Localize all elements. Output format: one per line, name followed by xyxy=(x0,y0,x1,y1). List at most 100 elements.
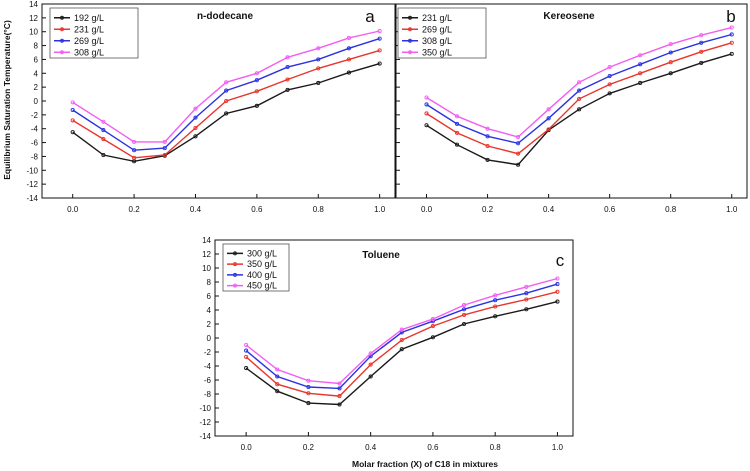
y-tick-label: 0 xyxy=(34,97,39,106)
y-tick-label: 2 xyxy=(207,320,212,329)
x-tick-label: 0.6 xyxy=(251,205,263,214)
y-tick-label: -4 xyxy=(31,125,39,134)
data-point xyxy=(101,152,106,158)
data-point xyxy=(193,134,198,139)
data-point xyxy=(399,327,404,332)
data-point xyxy=(546,116,551,121)
data-point xyxy=(70,100,75,105)
data-point xyxy=(524,307,529,312)
x-tick-label: 0.4 xyxy=(365,443,377,452)
data-point xyxy=(424,123,429,128)
data-point xyxy=(254,78,259,83)
legend-entry: 231 g/L xyxy=(74,24,104,34)
data-point xyxy=(430,324,435,329)
x-tick-label: 0.8 xyxy=(313,205,325,214)
data-point xyxy=(244,342,249,348)
panel-title: Toluene xyxy=(362,250,400,261)
data-point xyxy=(699,49,704,54)
data-point xyxy=(516,162,521,167)
data-point xyxy=(224,111,229,116)
legend-entry: 269 g/L xyxy=(422,24,452,34)
data-point xyxy=(101,119,106,124)
y-tick-label: 0 xyxy=(207,334,212,343)
data-point xyxy=(377,48,382,53)
data-point xyxy=(577,88,582,93)
series-line xyxy=(245,300,558,406)
data-point xyxy=(555,299,560,304)
data-point xyxy=(162,139,167,144)
data-point xyxy=(577,107,582,112)
legend-marker xyxy=(408,38,412,43)
data-point xyxy=(337,386,342,391)
data-point xyxy=(316,66,321,71)
legend-marker xyxy=(233,251,237,256)
y-tick-label: 10 xyxy=(202,264,211,273)
data-point xyxy=(193,115,198,120)
data-point xyxy=(668,42,673,47)
data-point xyxy=(132,139,137,144)
data-point xyxy=(577,96,582,101)
data-point xyxy=(729,51,734,56)
data-point xyxy=(607,74,612,79)
panel-label: c xyxy=(556,251,565,270)
x-tick-label: 0.0 xyxy=(67,205,79,214)
legend-entry: 400 g/L xyxy=(247,270,277,280)
y-tick-label: 8 xyxy=(34,42,39,51)
x-tick-label: 1.0 xyxy=(726,205,738,214)
data-point xyxy=(224,88,229,93)
data-point xyxy=(485,157,490,162)
x-tick-label: 0.0 xyxy=(421,205,433,214)
y-axis-label: Equilibrium Saturation Temperature(°C) xyxy=(2,20,12,180)
y-tick-label: 10 xyxy=(29,28,38,37)
y-tick-label: -10 xyxy=(199,404,211,413)
legend-marker xyxy=(233,262,237,267)
panel-label: b xyxy=(726,7,735,26)
data-point xyxy=(399,338,404,343)
legend-marker xyxy=(60,50,64,55)
data-point xyxy=(346,35,352,41)
data-point xyxy=(224,98,229,104)
data-point xyxy=(516,141,521,146)
x-tick-label: 0.6 xyxy=(427,443,439,452)
data-point xyxy=(254,103,259,108)
data-point xyxy=(101,137,106,142)
data-point xyxy=(454,130,460,135)
data-point xyxy=(193,106,198,111)
data-point xyxy=(377,28,382,34)
data-point xyxy=(346,46,352,51)
data-point xyxy=(244,366,249,371)
data-point xyxy=(162,146,167,151)
x-tick-label: 0.8 xyxy=(665,205,677,214)
y-tick-label: 12 xyxy=(29,14,38,23)
legend-marker xyxy=(408,15,412,20)
data-point xyxy=(493,298,498,303)
data-point xyxy=(70,118,75,123)
legend-entry: 350 g/L xyxy=(247,259,277,269)
data-point xyxy=(346,70,352,75)
data-point xyxy=(454,114,460,119)
data-point xyxy=(377,36,382,41)
y-tick-label: -12 xyxy=(199,418,211,427)
legend-marker xyxy=(233,283,237,288)
data-point xyxy=(461,303,467,308)
y-tick-label: 6 xyxy=(34,55,39,64)
x-tick-label: 0.4 xyxy=(543,205,555,214)
x-tick-label: 0.6 xyxy=(604,205,616,214)
legend-marker xyxy=(60,38,64,43)
y-tick-label: -8 xyxy=(31,152,39,161)
series-line xyxy=(426,53,732,166)
y-tick-label: -10 xyxy=(26,166,38,175)
data-point xyxy=(638,62,643,67)
y-tick-label: 14 xyxy=(29,0,38,9)
y-tick-label: 12 xyxy=(202,250,211,259)
series-line xyxy=(245,283,558,390)
data-point xyxy=(668,50,673,55)
series-line xyxy=(426,42,732,155)
data-point xyxy=(607,91,612,96)
x-tick-label: 0.2 xyxy=(129,205,141,214)
legend-box xyxy=(397,7,487,59)
data-point xyxy=(524,284,529,289)
data-point xyxy=(607,65,612,70)
